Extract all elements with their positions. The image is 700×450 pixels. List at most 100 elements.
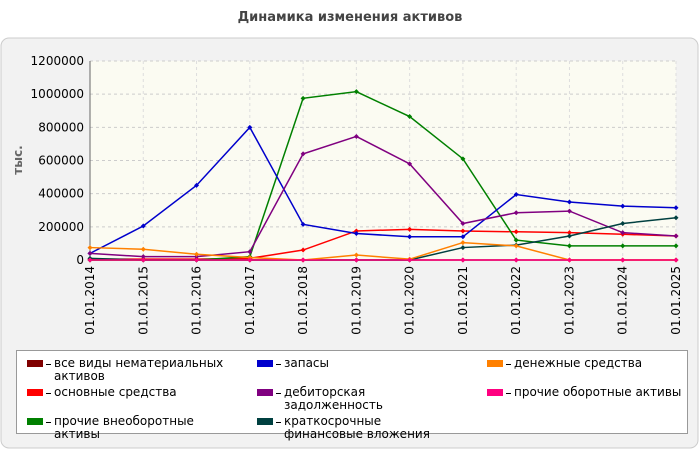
legend-dash bbox=[46, 364, 51, 365]
point-marker bbox=[620, 257, 626, 263]
y-tick-label: 800000 bbox=[38, 120, 84, 134]
legend-label: денежные средства bbox=[514, 356, 643, 370]
point-marker bbox=[513, 257, 519, 263]
legend-label: запасы bbox=[284, 356, 330, 370]
y-tick-label: 1000000 bbox=[31, 87, 84, 101]
legend-swatch bbox=[257, 389, 273, 396]
legend-label: основные средства bbox=[54, 385, 177, 399]
legend-item: прочие внеоборотные активы bbox=[27, 415, 257, 441]
legend-item: все виды нематериальных активов bbox=[27, 357, 257, 383]
x-tick-label: 01.01.2020 bbox=[403, 266, 417, 335]
x-tick-label: 01.01.2024 bbox=[616, 266, 630, 335]
y-tick-label: 0 bbox=[76, 253, 84, 267]
point-marker bbox=[300, 257, 306, 263]
legend-label: прочие внеоборотные активы bbox=[54, 414, 194, 441]
legend-label: все виды нематериальных активов bbox=[54, 356, 224, 383]
point-marker bbox=[460, 240, 466, 246]
point-marker bbox=[140, 257, 146, 263]
x-tick-label: 01.01.2019 bbox=[349, 266, 363, 335]
point-marker bbox=[460, 156, 466, 162]
legend-swatch bbox=[487, 389, 503, 396]
point-marker bbox=[300, 221, 306, 227]
point-marker bbox=[300, 247, 306, 253]
point-marker bbox=[460, 234, 466, 240]
legend-item: дебиторская задолженность bbox=[257, 386, 487, 412]
point-marker bbox=[460, 245, 466, 251]
point-marker bbox=[353, 230, 359, 236]
point-marker bbox=[140, 223, 146, 229]
y-tick-label: 200000 bbox=[38, 220, 84, 234]
series-line bbox=[90, 228, 677, 260]
point-marker bbox=[460, 221, 466, 227]
legend-swatch bbox=[487, 360, 503, 367]
point-marker bbox=[300, 151, 306, 157]
legend-swatch bbox=[257, 360, 273, 367]
x-tick-label: 01.01.2025 bbox=[669, 266, 683, 335]
point-marker bbox=[513, 237, 519, 243]
legend-label: прочие оборотные активы bbox=[514, 385, 682, 399]
x-tick-label: 01.01.2017 bbox=[243, 266, 257, 335]
legend-item: прочие оборотные активы bbox=[487, 386, 697, 412]
legend-item: денежные средства bbox=[487, 357, 697, 383]
point-marker bbox=[513, 243, 519, 249]
point-marker bbox=[87, 250, 93, 256]
x-tick-label: 01.01.2023 bbox=[562, 266, 576, 335]
legend-item: краткосрочные финансовые вложения bbox=[257, 415, 487, 441]
series-line bbox=[89, 135, 677, 258]
legend-item: основные средства bbox=[27, 386, 257, 412]
point-marker bbox=[566, 257, 572, 263]
point-marker bbox=[194, 251, 200, 257]
legend-swatch bbox=[27, 418, 43, 425]
point-marker bbox=[566, 199, 572, 205]
chart-title: Динамика изменения активов bbox=[238, 10, 463, 25]
y-axis-label: тыс. bbox=[11, 145, 25, 174]
point-marker bbox=[407, 257, 413, 263]
point-marker bbox=[513, 191, 519, 197]
x-tick-label: 01.01.2018 bbox=[296, 266, 310, 335]
point-marker bbox=[673, 215, 679, 221]
point-marker bbox=[566, 230, 572, 236]
point-marker bbox=[353, 252, 359, 258]
legend-dash bbox=[46, 422, 51, 423]
y-tick-label: 1200000 bbox=[31, 54, 84, 68]
y-tick-label: 400000 bbox=[38, 187, 84, 201]
point-marker bbox=[673, 233, 679, 239]
y-tick-label: 600000 bbox=[38, 154, 84, 168]
point-marker bbox=[673, 243, 679, 249]
point-marker bbox=[566, 208, 572, 214]
legend-swatch bbox=[27, 360, 43, 367]
point-marker bbox=[620, 230, 626, 236]
point-marker bbox=[87, 257, 93, 263]
x-tick-label: 01.01.2016 bbox=[190, 266, 204, 335]
point-marker bbox=[353, 133, 359, 139]
point-marker bbox=[673, 257, 679, 263]
point-marker bbox=[300, 95, 306, 101]
legend-swatch bbox=[27, 389, 43, 396]
point-marker bbox=[194, 257, 200, 263]
point-marker bbox=[513, 210, 519, 216]
legend-dash bbox=[276, 393, 281, 394]
x-tick-label: 01.01.2015 bbox=[136, 266, 150, 335]
point-marker bbox=[673, 205, 679, 211]
legend: все виды нематериальных активов основные … bbox=[16, 350, 688, 441]
point-marker bbox=[247, 249, 253, 255]
legend-label: краткосрочные финансовые вложения bbox=[284, 414, 430, 441]
point-marker bbox=[620, 243, 626, 249]
point-marker bbox=[407, 114, 413, 120]
legend-dash bbox=[506, 364, 511, 365]
point-marker bbox=[407, 234, 413, 240]
x-tick-label: 01.01.2021 bbox=[456, 266, 470, 335]
point-marker bbox=[140, 246, 146, 252]
point-marker bbox=[140, 254, 146, 260]
point-marker bbox=[566, 243, 572, 249]
point-marker bbox=[247, 124, 253, 130]
x-tick-label: 01.01.2022 bbox=[509, 266, 523, 335]
point-marker bbox=[407, 161, 413, 167]
point-marker bbox=[87, 245, 93, 251]
legend-dash bbox=[276, 422, 281, 423]
point-marker bbox=[460, 228, 466, 234]
legend-swatch bbox=[257, 418, 273, 425]
point-marker bbox=[566, 233, 572, 239]
